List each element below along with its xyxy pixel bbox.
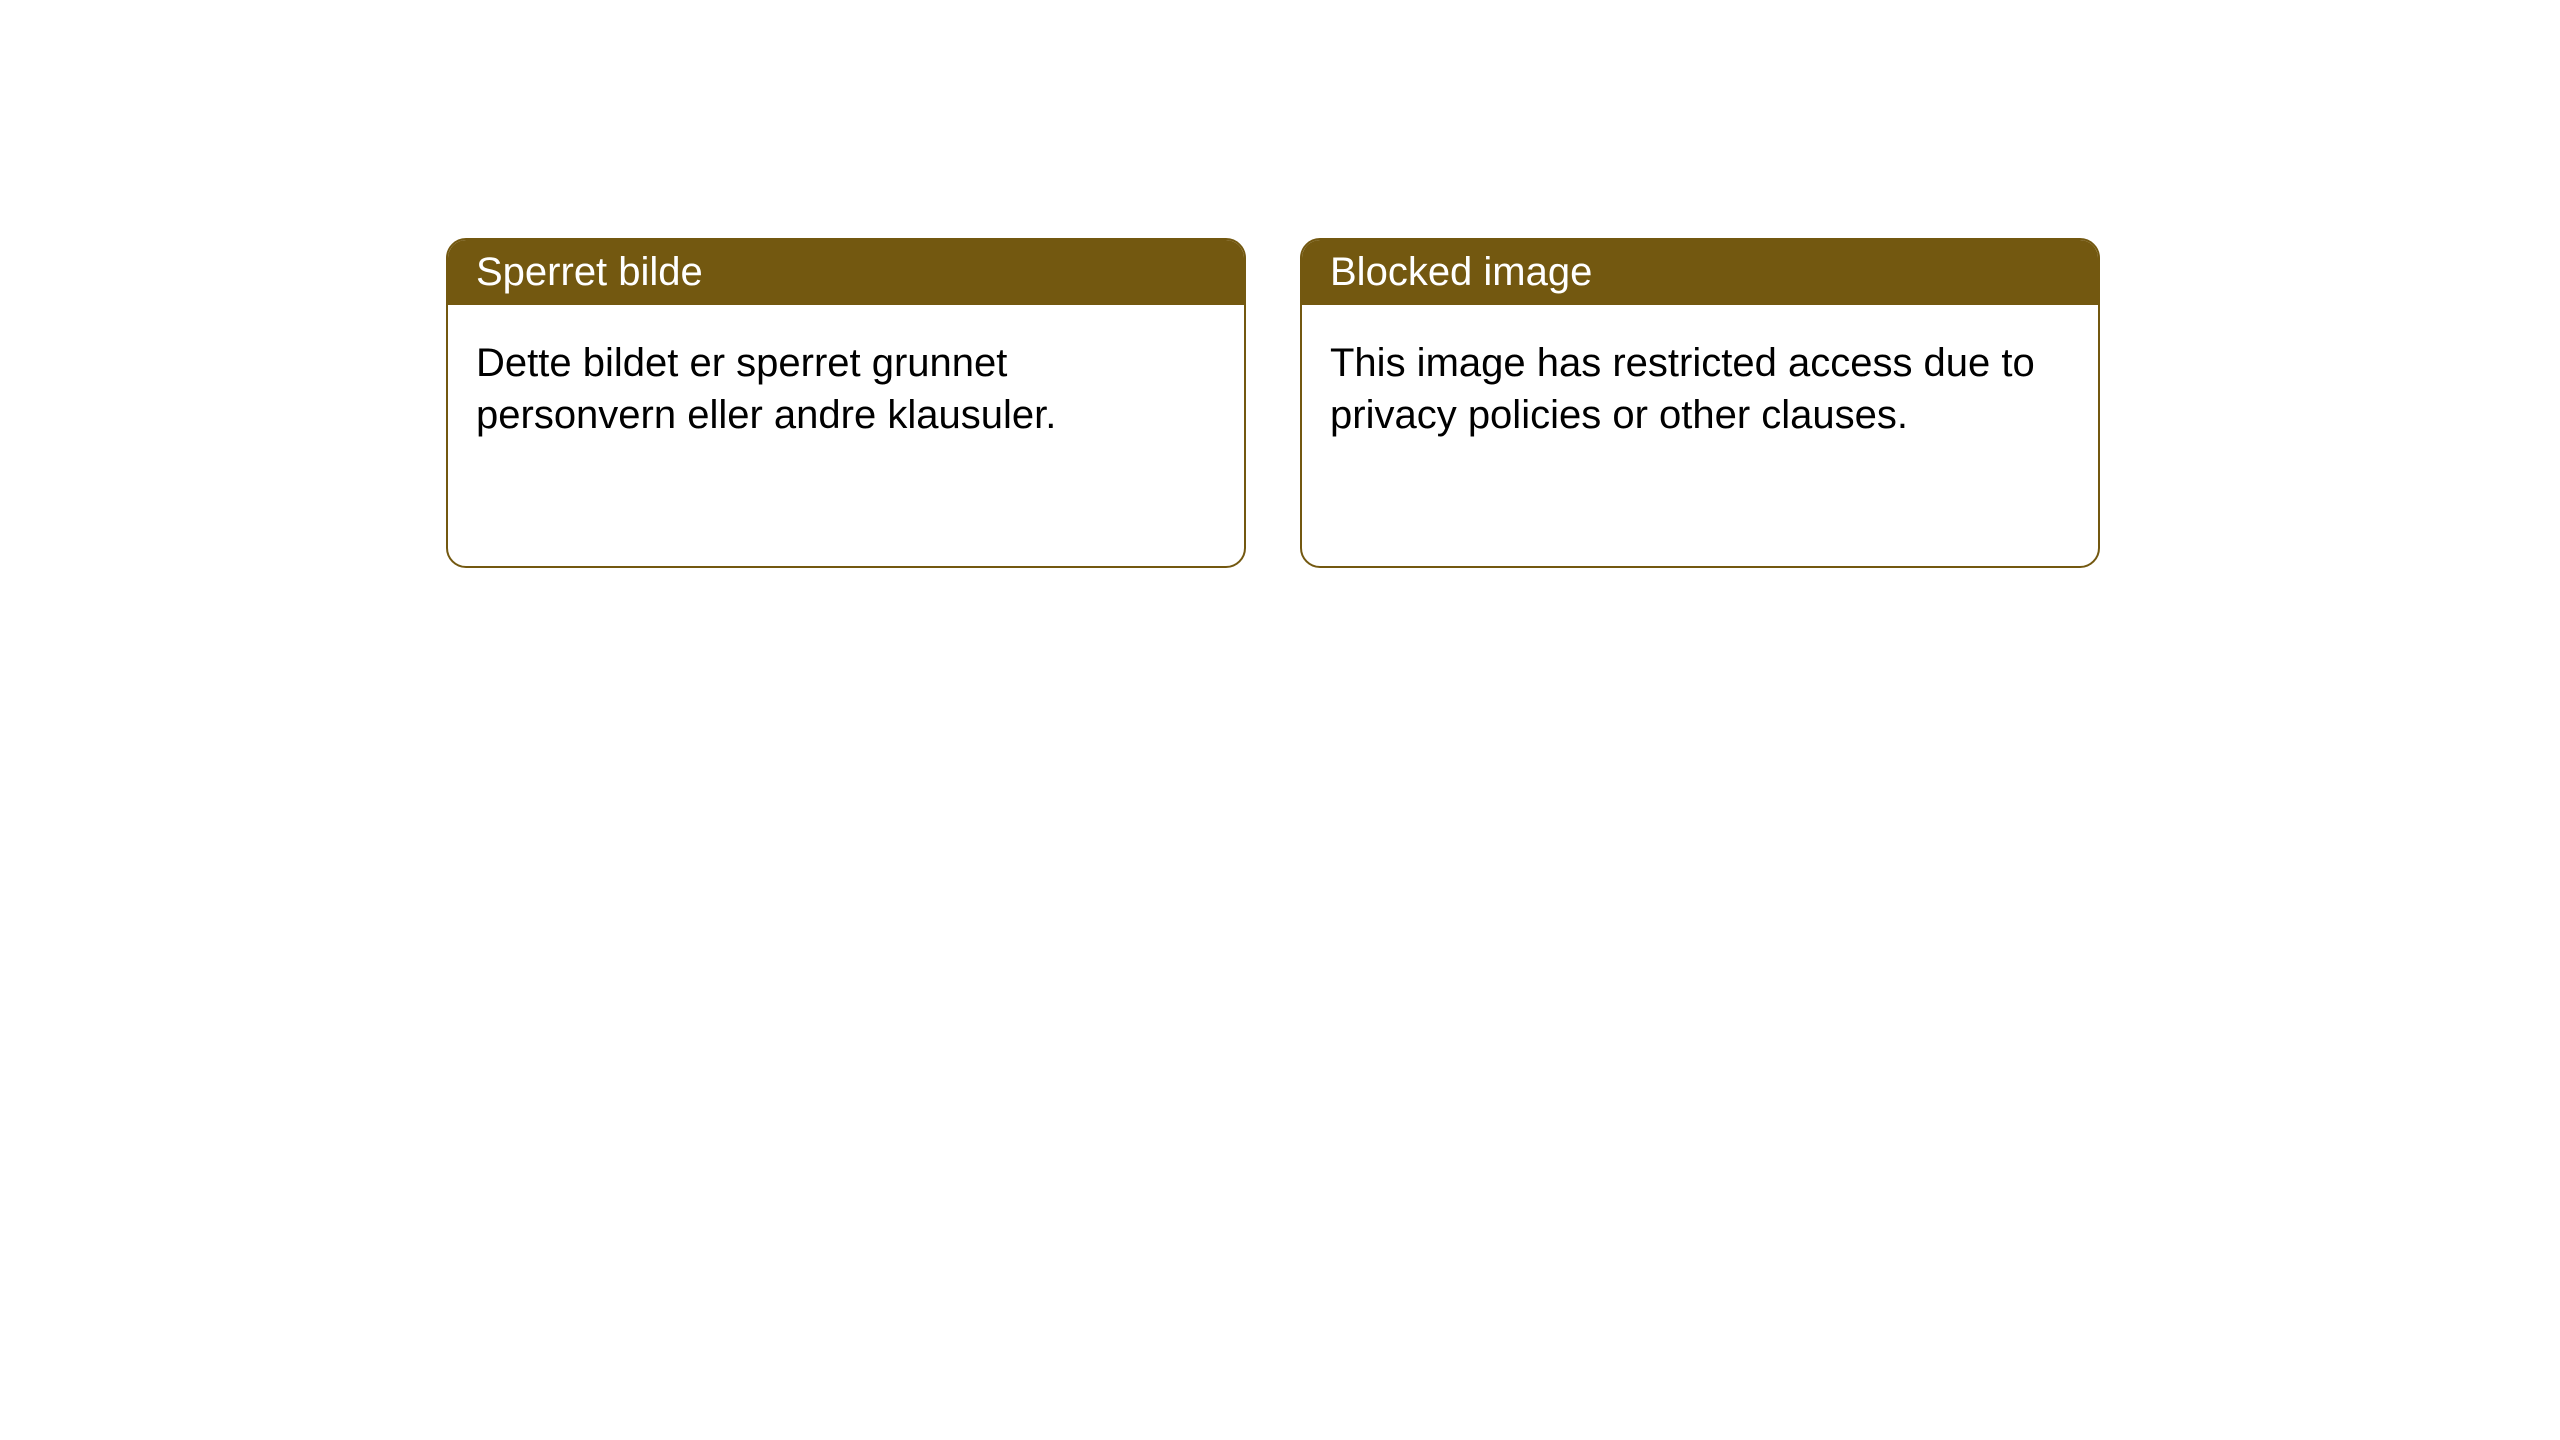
notice-header: Sperret bilde (448, 240, 1244, 305)
notice-title: Blocked image (1330, 250, 1592, 294)
notice-header: Blocked image (1302, 240, 2098, 305)
notice-container: Sperret bilde Dette bildet er sperret gr… (0, 0, 2560, 568)
notice-body: This image has restricted access due to … (1302, 305, 2098, 473)
notice-card-norwegian: Sperret bilde Dette bildet er sperret gr… (446, 238, 1246, 568)
notice-card-english: Blocked image This image has restricted … (1300, 238, 2100, 568)
notice-body: Dette bildet er sperret grunnet personve… (448, 305, 1244, 473)
notice-title: Sperret bilde (476, 250, 703, 294)
notice-message: Dette bildet er sperret grunnet personve… (476, 341, 1056, 437)
notice-message: This image has restricted access due to … (1330, 341, 2035, 437)
